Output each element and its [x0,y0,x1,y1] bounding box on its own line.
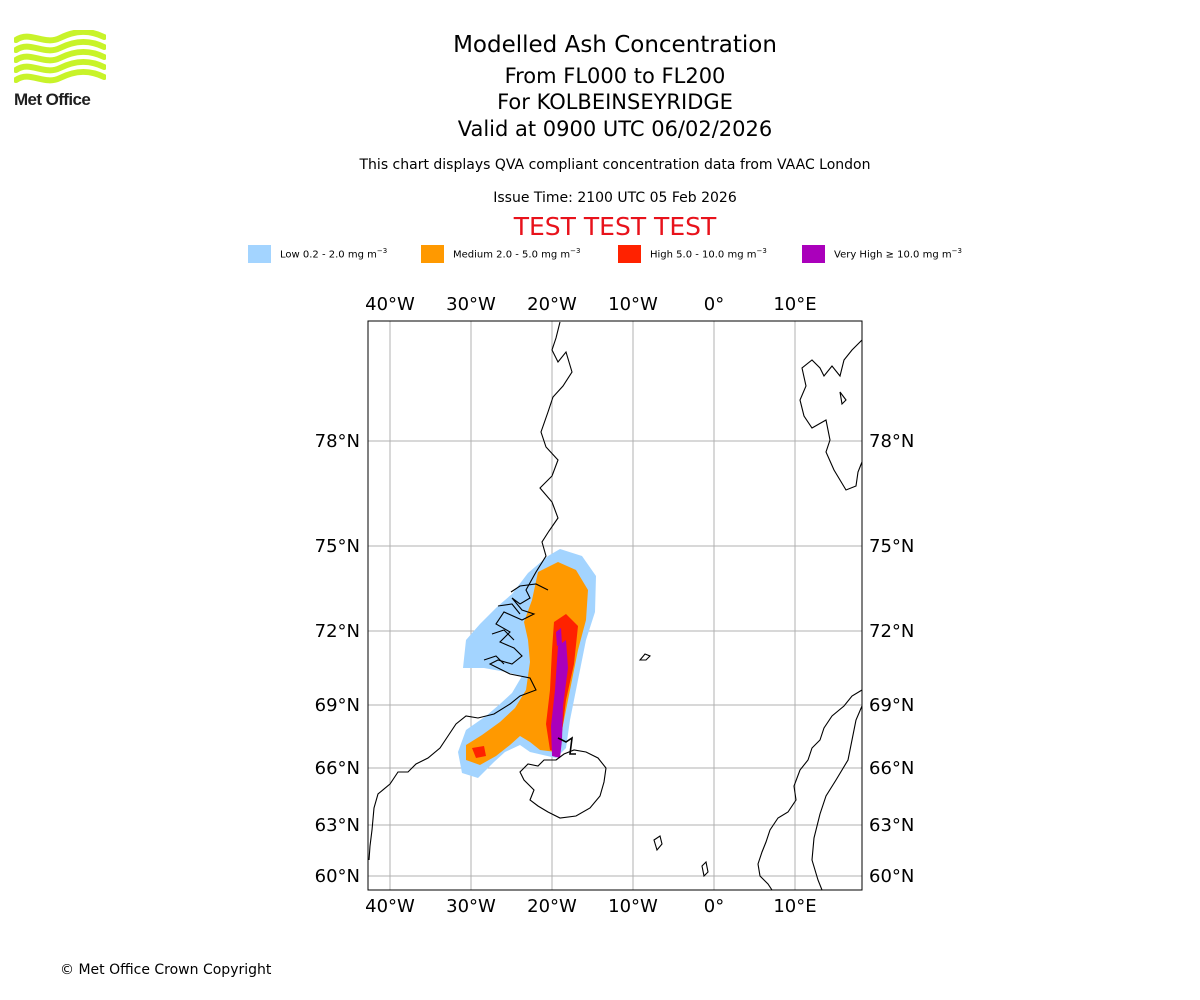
lat-label: 75°N [869,536,914,557]
lon-label: 40°W [365,896,415,917]
legend-item-medium: Medium 2.0 - 5.0 mg m−3 [421,244,580,264]
legend-item-low: Low 0.2 - 2.0 mg m−3 [248,244,387,264]
lon-label: 0° [704,896,724,917]
lat-label: 66°N [869,758,914,779]
location-title: For KOLBEINSEYRIDGE [497,90,733,114]
svalbard-island [839,391,847,406]
iceland-coastline [519,749,607,819]
lon-label: 40°W [365,294,415,315]
lon-label: 10°E [773,896,816,917]
lon-label: 30°W [446,896,496,917]
lat-label: 78°N [315,431,360,452]
lon-label: 20°W [527,294,577,315]
flight-level-range: From FL000 to FL200 [504,64,726,88]
legend-label-very-high: Very High ≥ 10.0 mg m [834,249,952,261]
test-banner: TEST TEST TEST [513,212,717,241]
ash-high-concentration-patch [472,746,486,758]
greenland-coastline [368,321,573,861]
lon-label: 0° [704,294,724,315]
legend-swatch-medium [421,245,444,263]
coastlines [368,321,863,891]
chart-description: This chart displays QVA compliant concen… [359,157,871,173]
lat-label: 72°N [315,621,360,642]
lat-label: 63°N [869,815,914,836]
valid-time: Valid at 0900 UTC 06/02/2026 [457,117,773,141]
shetland-coastline [701,860,709,878]
volcano-marker [557,736,576,755]
logo-wave [13,68,107,84]
met-office-waves-icon [13,28,107,84]
chart-title: Modelled Ash Concentration [453,32,777,58]
legend-label-low: Low 0.2 - 2.0 mg m [280,249,377,261]
lat-label: 60°N [869,866,914,887]
lon-label: 30°W [446,294,496,315]
lat-labels-right: 78°N 75°N 72°N 69°N 66°N 63°N 60°N [869,431,914,887]
norway-coastline [757,689,863,891]
lon-label: 10°E [773,294,816,315]
lat-label: 69°N [315,695,360,716]
map-gridlines [368,321,862,890]
ash-plume [458,549,596,778]
svalbard-coastline [799,339,863,491]
greenland-fjord-2 [491,629,515,641]
ash-very-high-concentration-area [551,640,568,758]
lat-label: 63°N [315,815,360,836]
lat-labels-left: 78°N 75°N 72°N 69°N 66°N 63°N 60°N [315,431,360,887]
lat-label: 69°N [869,695,914,716]
met-office-logo: Met Office [13,28,114,112]
logo-wave [13,28,107,44]
logo-wave [13,48,107,64]
lat-label: 60°N [315,866,360,887]
norway-coast-inner [811,705,863,891]
issue-time: Issue Time: 2100 UTC 05 Feb 2026 [493,190,737,206]
legend-swatch-high [618,245,641,263]
lon-label: 10°W [608,294,658,315]
legend-item-high: High 5.0 - 10.0 mg m−3 [618,244,767,264]
logo-text: Met Office [14,90,91,109]
ash-very-high-concentration-patch [556,628,562,646]
map-frame [367,320,863,891]
lon-labels-top: 40°W 30°W 20°W 10°W 0° 10°E [365,294,816,315]
greenland-coast-outer [510,583,549,593]
logo-wave [13,58,107,74]
lat-label: 78°N [869,431,914,452]
legend-label-medium: Medium 2.0 - 5.0 mg m [453,249,571,261]
legend-label-high: High 5.0 - 10.0 mg m [650,249,757,261]
logo-wave [13,38,107,54]
jan-mayen-coastline [638,653,651,661]
lon-labels-bottom: 40°W 30°W 20°W 10°W 0° 10°E [365,896,816,917]
faroe-coastline [653,835,663,852]
lat-label: 75°N [315,536,360,557]
copyright-notice: © Met Office Crown Copyright [60,962,272,978]
legend-swatch-very-high [802,245,825,263]
lat-label: 66°N [315,758,360,779]
greenland-fjord-1 [497,603,521,615]
greenland-fjord-3 [483,655,505,665]
legend-item-very-high: Very High ≥ 10.0 mg m−3 [802,244,962,264]
lat-label: 72°N [869,621,914,642]
lon-label: 20°W [527,896,577,917]
lon-label: 10°W [608,896,658,917]
legend-swatch-low [248,245,271,263]
